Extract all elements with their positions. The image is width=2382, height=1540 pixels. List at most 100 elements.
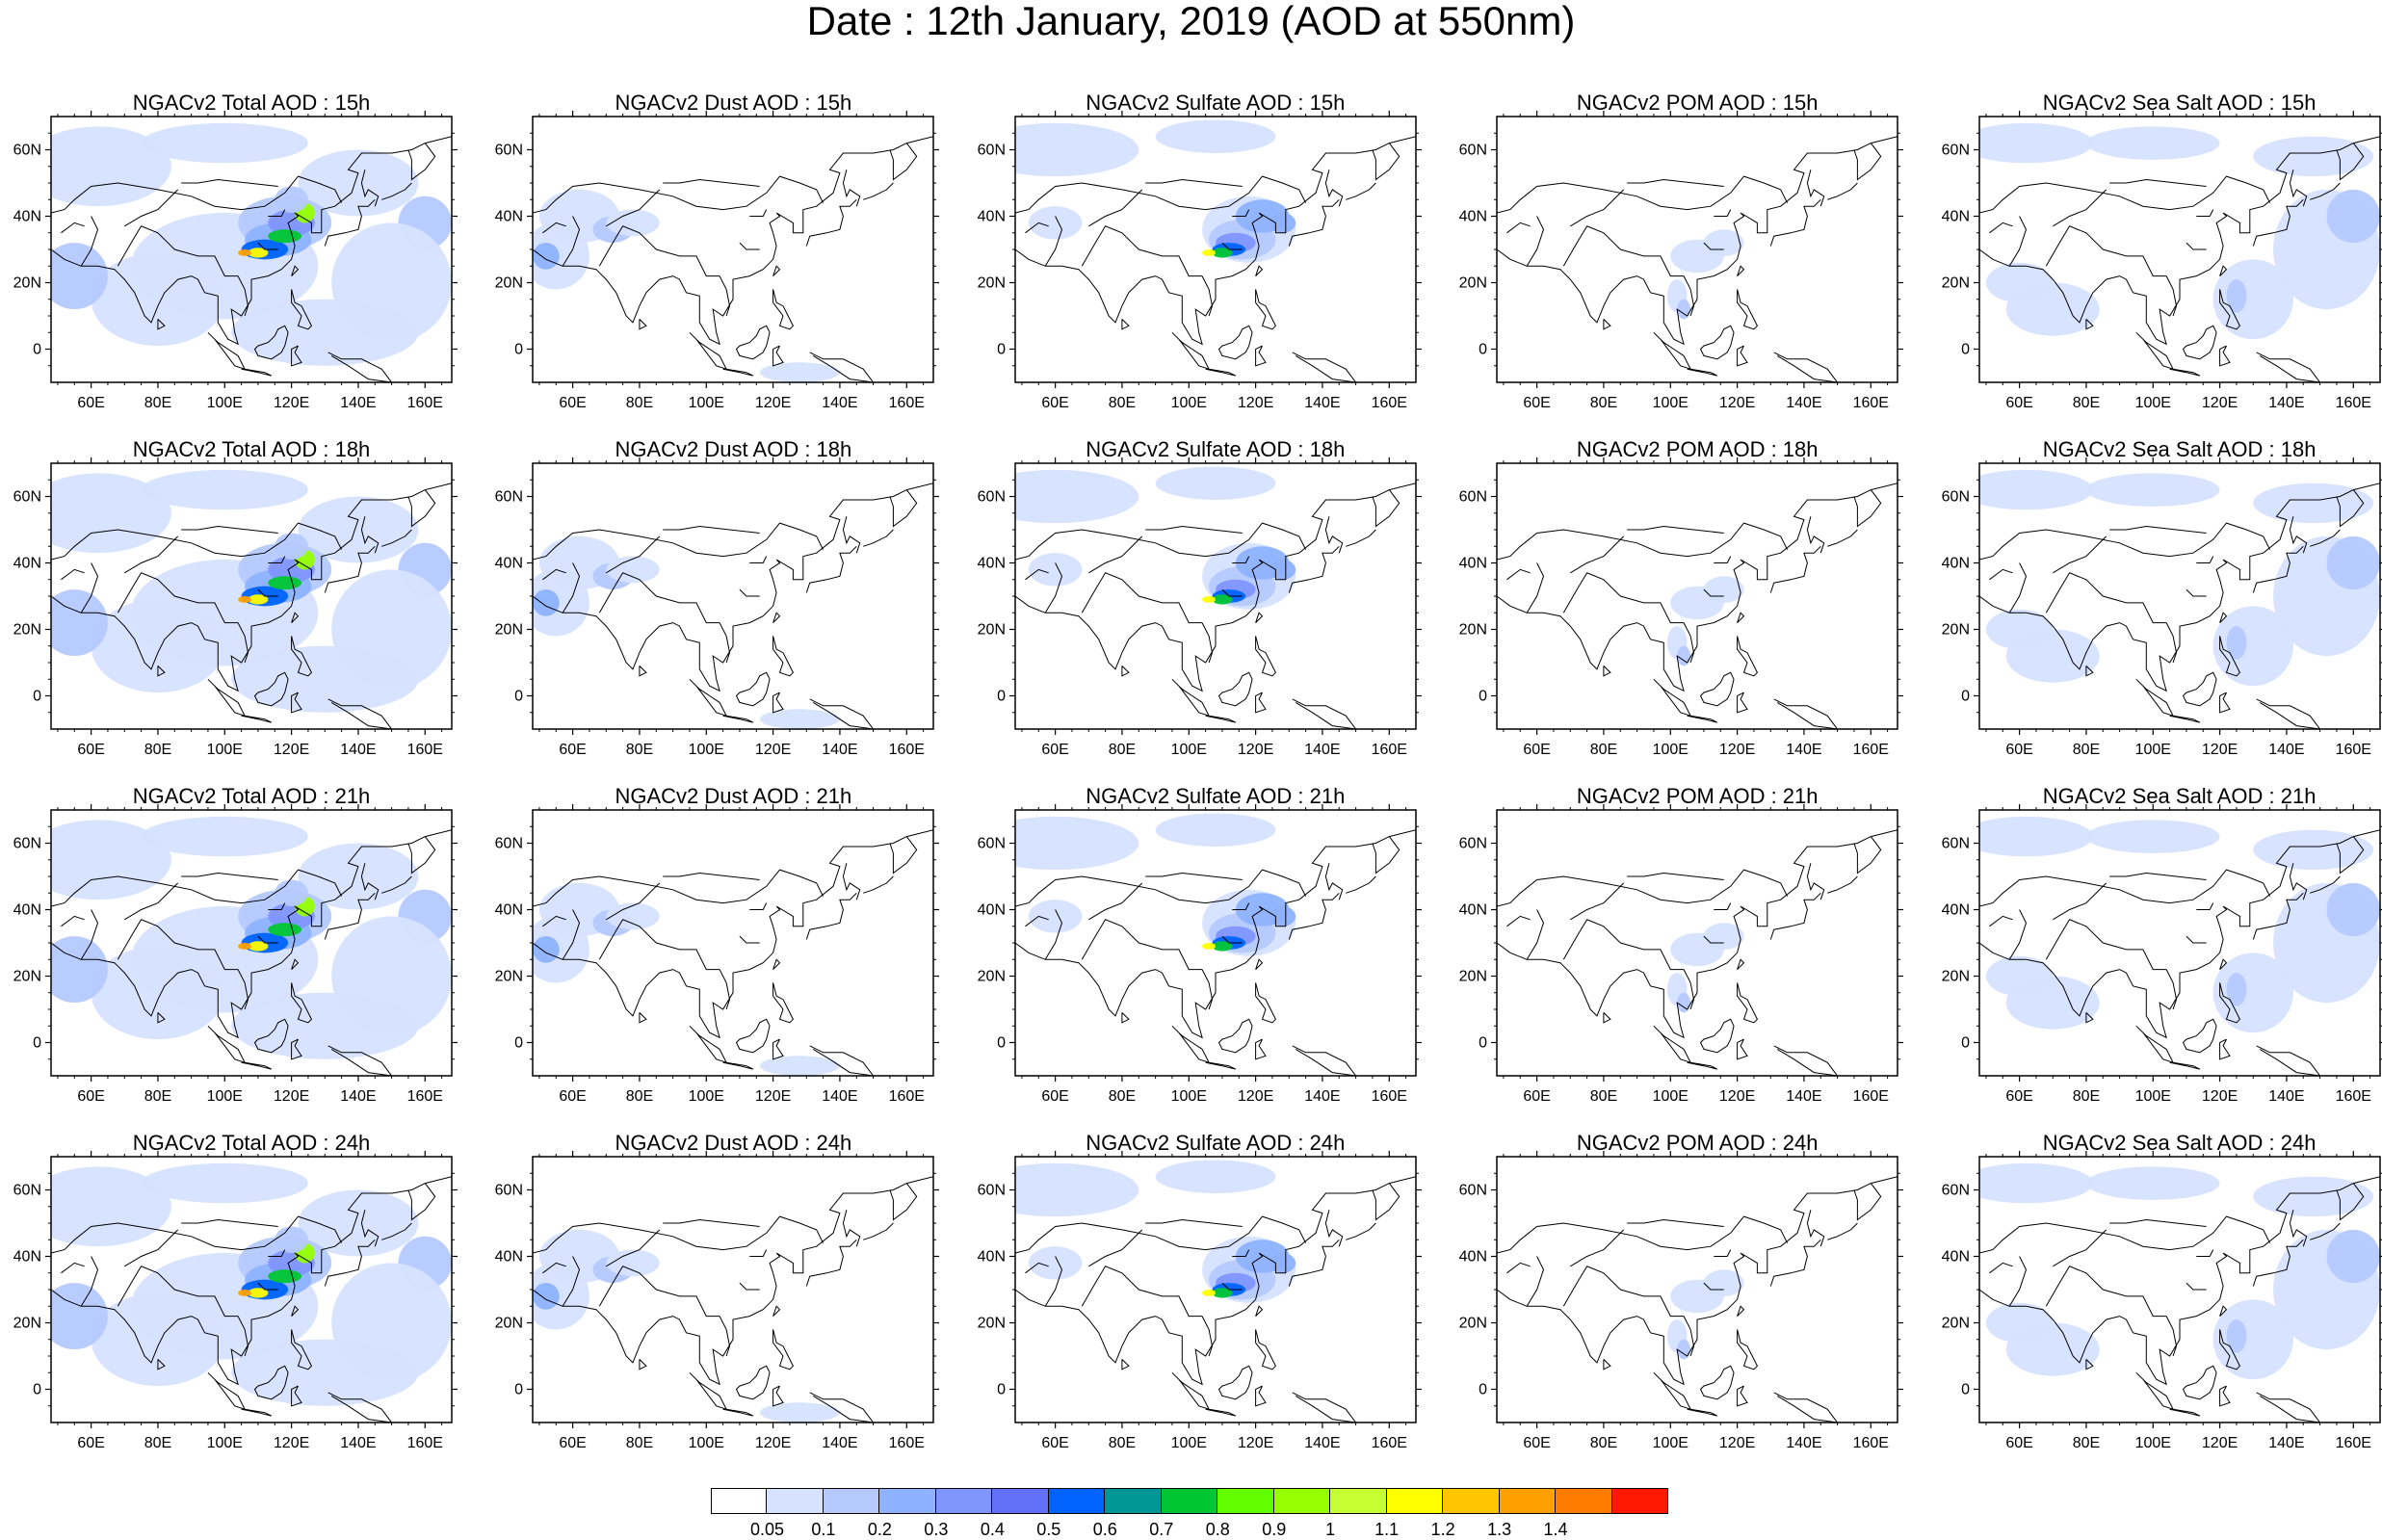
coastline bbox=[1978, 1176, 2380, 1386]
aod-contour bbox=[91, 946, 225, 1040]
coastline bbox=[1254, 345, 1267, 367]
aod-contour bbox=[91, 599, 225, 693]
coastline bbox=[1345, 875, 1376, 894]
coastline bbox=[1683, 1316, 1695, 1357]
coastline bbox=[1570, 1229, 1625, 1267]
coastlines bbox=[1497, 136, 1898, 382]
coastline bbox=[1221, 1282, 1243, 1291]
coastlines bbox=[533, 136, 934, 382]
coastline bbox=[1526, 1256, 1545, 1307]
colorbar-swatch bbox=[1443, 1488, 1500, 1514]
colorbar-swatch bbox=[1556, 1488, 1612, 1514]
lon-tick-label: 160E bbox=[889, 395, 925, 411]
coastline bbox=[237, 275, 249, 317]
map-panel: NGACv2 Sea Salt AOD : 24h 60E 80E 100E 120E 1… bbox=[1935, 1132, 2382, 1469]
coastline bbox=[1807, 516, 1825, 554]
aod-contour bbox=[1677, 645, 1691, 666]
coastline bbox=[1978, 869, 2270, 907]
aod-contour bbox=[1269, 1253, 1296, 1273]
lat-tick-label: 60N bbox=[495, 143, 523, 159]
coastline bbox=[1254, 1385, 1267, 1407]
coastlines bbox=[533, 1176, 934, 1423]
coastline bbox=[241, 1408, 273, 1417]
coastline bbox=[360, 516, 380, 554]
aod-contour bbox=[2326, 535, 2380, 590]
coastline bbox=[1497, 829, 1898, 1039]
aod-contour bbox=[141, 469, 308, 510]
plot-background bbox=[533, 1157, 934, 1423]
colorbar-label: 0.2 bbox=[867, 1520, 892, 1539]
coastline bbox=[1121, 1012, 1130, 1024]
map-plot: 60E 80E 100E 120E 140E 160E 60N 40N 20N 0 bbox=[977, 804, 1422, 1105]
aod-contour bbox=[760, 362, 841, 382]
lat-tick-label: 20N bbox=[1459, 275, 1487, 292]
lon-tick-label: 120E bbox=[1238, 742, 1273, 758]
lon-tick-label: 100E bbox=[1170, 1088, 1206, 1105]
coastline bbox=[1217, 671, 1253, 707]
lon-tick-label: 160E bbox=[407, 742, 443, 758]
lon-tick-label: 100E bbox=[2134, 1088, 2170, 1105]
coastline bbox=[1288, 198, 1340, 247]
aod-contour bbox=[141, 816, 308, 857]
aod-contour bbox=[1201, 249, 1216, 256]
lat-tick-label: 0 bbox=[1479, 1382, 1487, 1398]
lon-tick-label: 140E bbox=[823, 395, 858, 411]
lon-tick-label: 100E bbox=[689, 1088, 724, 1105]
coastline bbox=[1687, 1408, 1718, 1417]
coastline bbox=[2256, 352, 2320, 382]
lat-tick-label: 0 bbox=[1479, 1035, 1487, 1052]
coastline bbox=[533, 136, 934, 346]
coastline bbox=[1700, 1365, 1735, 1400]
aod-contour bbox=[238, 596, 251, 603]
colorbar-swatch bbox=[879, 1488, 936, 1514]
coastline bbox=[1144, 1218, 1243, 1227]
coastline bbox=[2084, 319, 2094, 330]
coastline bbox=[1081, 1266, 1202, 1318]
coastline bbox=[381, 529, 412, 547]
lon-tick-label: 60E bbox=[77, 395, 104, 411]
coastline bbox=[2052, 535, 2107, 574]
coastline bbox=[1506, 1262, 1531, 1274]
coastline bbox=[889, 143, 918, 181]
coastline bbox=[2084, 666, 2094, 677]
coastline bbox=[327, 1045, 393, 1076]
coastlines bbox=[1014, 829, 1416, 1076]
coastline bbox=[327, 1392, 393, 1423]
coastline bbox=[1121, 319, 1130, 330]
colorbar-label: 1.3 bbox=[1487, 1520, 1512, 1539]
lat-tick-label: 40N bbox=[13, 556, 41, 572]
coastline bbox=[1988, 568, 2013, 581]
coastline bbox=[2289, 170, 2307, 207]
coastline bbox=[1627, 525, 1724, 534]
coastline bbox=[1653, 1025, 1692, 1064]
coastline bbox=[124, 1229, 179, 1267]
lon-tick-label: 80E bbox=[1108, 742, 1135, 758]
coastline bbox=[533, 522, 825, 561]
coastline bbox=[291, 692, 302, 714]
coastline bbox=[1737, 289, 1759, 330]
coastline bbox=[1737, 265, 1745, 276]
lat-tick-label: 60N bbox=[1459, 489, 1487, 506]
coastline bbox=[1603, 1012, 1611, 1024]
coastline bbox=[1770, 1239, 1821, 1287]
coastline bbox=[720, 622, 731, 664]
coastline bbox=[207, 1371, 247, 1411]
lat-tick-label: 60N bbox=[977, 836, 1005, 852]
aod-contour bbox=[533, 243, 561, 270]
aod-field bbox=[51, 122, 452, 366]
lon-tick-label: 120E bbox=[2202, 1088, 2238, 1105]
coastline bbox=[1827, 529, 1858, 547]
coastline bbox=[80, 562, 99, 613]
coastline bbox=[1773, 698, 1839, 729]
coastline bbox=[1144, 525, 1243, 534]
lon-tick-label: 100E bbox=[689, 742, 724, 758]
coastline bbox=[181, 178, 278, 187]
aod-contour bbox=[331, 1263, 452, 1383]
coastline bbox=[324, 198, 376, 247]
aod-contour bbox=[51, 473, 171, 554]
aod-contour bbox=[298, 496, 419, 563]
coastline bbox=[381, 182, 412, 200]
panel-title: NGACv2 Total AOD : 15h bbox=[132, 91, 371, 115]
coastlines bbox=[1497, 1176, 1898, 1423]
coastline bbox=[863, 1222, 895, 1240]
